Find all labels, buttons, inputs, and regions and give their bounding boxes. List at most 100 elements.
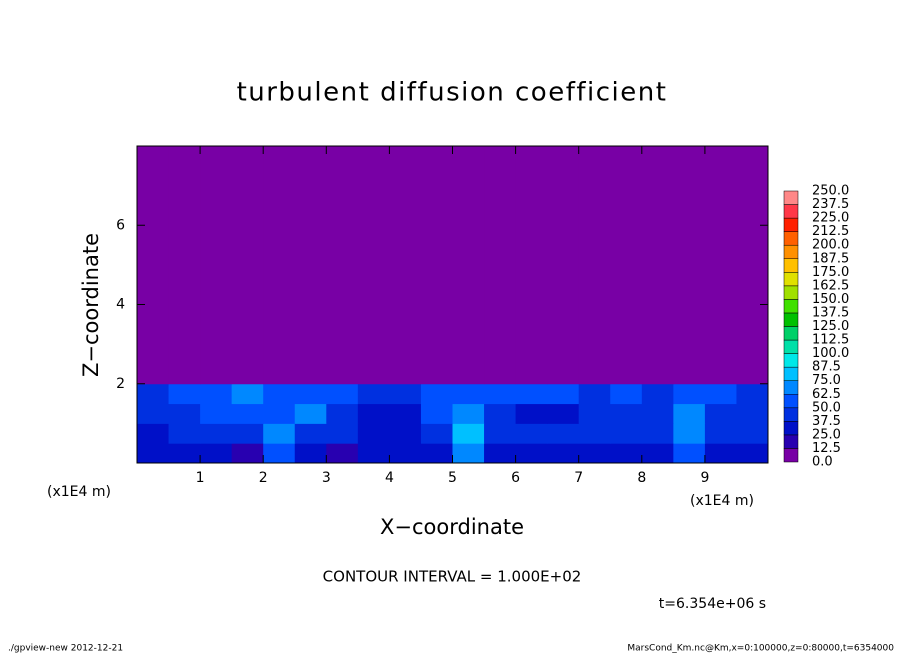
cell	[704, 423, 737, 444]
cell	[137, 443, 170, 464]
cell	[641, 403, 674, 424]
cell	[389, 423, 422, 444]
cell	[547, 383, 580, 405]
cell	[263, 403, 296, 424]
cell	[137, 423, 170, 444]
time-label: t=6.354e+06 s	[659, 596, 766, 612]
cell	[610, 146, 643, 385]
cell	[673, 403, 706, 424]
cell	[326, 443, 359, 464]
cell	[357, 403, 390, 424]
cell	[168, 423, 201, 444]
chart-title: turbulent diffusion coefficient	[237, 78, 668, 108]
cell	[231, 383, 264, 405]
cell	[704, 146, 737, 385]
cell	[263, 146, 296, 385]
cell	[231, 146, 264, 385]
cell	[484, 423, 517, 444]
cell	[736, 383, 769, 405]
colorbar-label: 225.0	[812, 211, 849, 226]
cell	[610, 383, 643, 405]
cell	[168, 383, 201, 405]
colorbar-label: 212.5	[812, 224, 849, 239]
colorbar-label: 162.5	[812, 278, 849, 293]
cell	[420, 383, 453, 405]
colorbar-label: 0.0	[812, 455, 833, 470]
cell	[515, 383, 548, 405]
y-axis-label: Z−coordinate	[79, 233, 103, 377]
colorbar-swatch	[783, 394, 799, 409]
cell	[326, 383, 359, 405]
cell	[389, 146, 422, 385]
cell	[515, 423, 548, 444]
colorbar-swatch	[783, 231, 799, 246]
cell	[610, 423, 643, 444]
colorbar-label: 37.5	[812, 414, 841, 429]
cell	[389, 443, 422, 464]
colorbar-swatch	[783, 312, 799, 327]
x-tick-label: 4	[385, 470, 394, 486]
colorbar-swatch	[783, 190, 799, 205]
colorbar-swatch	[783, 272, 799, 287]
cell	[641, 383, 674, 405]
cell	[452, 383, 485, 405]
colorbar-swatch	[783, 285, 799, 300]
y-tick-label: 4	[116, 297, 125, 313]
colorbar-label: 12.5	[812, 441, 841, 456]
colorbar-label: 250.0	[812, 184, 849, 199]
cell	[137, 403, 170, 424]
cell	[578, 403, 611, 424]
cell	[420, 443, 453, 464]
cell	[294, 383, 327, 405]
cell	[452, 443, 485, 464]
cell	[294, 146, 327, 385]
axes: 1 2 3 4 5 6 7 8 9 2 4 6 0.012.525.037.550.062.575.08…	[116, 145, 849, 486]
x-unit: (x1E4 m)	[690, 493, 754, 509]
x-tick-label: 5	[448, 470, 457, 486]
footer: MarsCond_Km.nc@Km,x=0:100000,z=0:80000,t…	[627, 644, 894, 654]
colorbar-label: 112.5	[812, 333, 849, 348]
colorbar-label: 50.0	[812, 400, 841, 415]
cell	[389, 383, 422, 405]
cell	[578, 443, 611, 464]
cell	[484, 443, 517, 464]
footer: ./gpview-new 2012-12-21	[8, 644, 123, 654]
colorbar-label: 137.5	[812, 305, 849, 320]
colorbar-swatch	[783, 326, 799, 341]
x-tick-label: 7	[574, 470, 583, 486]
cell	[736, 403, 769, 424]
colorbar-swatch	[783, 434, 799, 449]
cell	[673, 443, 706, 464]
cell	[610, 443, 643, 464]
colorbar-label: 62.5	[812, 387, 841, 402]
cell	[736, 423, 769, 444]
colorbar-swatch	[783, 407, 799, 422]
colorbar-label: 150.0	[812, 292, 849, 307]
cell	[515, 146, 548, 385]
cell	[420, 146, 453, 385]
cell	[294, 403, 327, 424]
cell	[578, 146, 611, 385]
x-tick-label: 2	[259, 470, 268, 486]
cell	[673, 146, 706, 385]
colorbar-label: 75.0	[812, 373, 841, 388]
colorbar-label: 25.0	[812, 427, 841, 442]
cell	[137, 383, 170, 405]
cell	[420, 403, 453, 424]
cell	[137, 146, 170, 385]
cell	[515, 443, 548, 464]
x-unit: (x1E4 m)	[47, 484, 111, 500]
colorbar-label: 125.0	[812, 319, 849, 334]
y-tick-label: 6	[116, 217, 125, 233]
cell	[673, 423, 706, 444]
cell	[484, 383, 517, 405]
cell	[610, 403, 643, 424]
cell	[231, 403, 264, 424]
x-axis-label: X−coordinate	[380, 515, 524, 539]
cell	[168, 443, 201, 464]
cell	[641, 423, 674, 444]
colorbar-swatch	[783, 380, 799, 395]
colorbar-swatch	[783, 204, 799, 219]
cell	[736, 443, 769, 464]
